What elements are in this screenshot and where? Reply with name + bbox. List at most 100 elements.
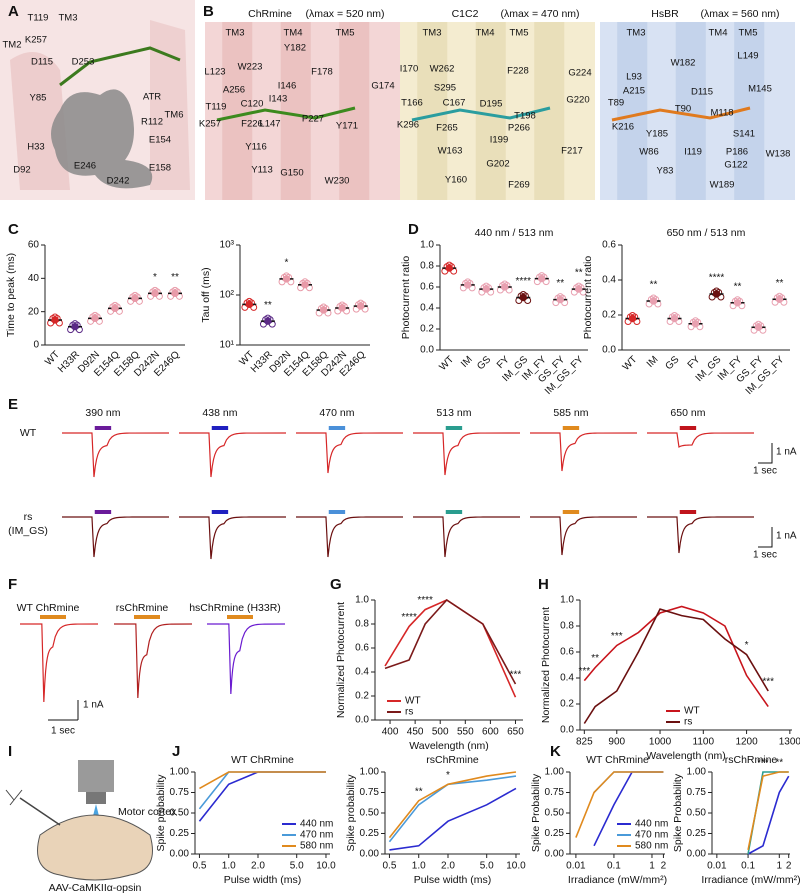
mean-marker [464,281,472,289]
protein-name: HsBR [651,8,679,20]
y-tick-label: 0.25 [360,828,380,839]
mean-marker [556,295,564,304]
residue-label: F226 [241,119,263,130]
x-tick-label: 0.1 [741,861,755,872]
x-tick-label: 1200 [735,737,758,748]
chromophore [216,106,356,122]
lambda-max: (λmax = 520 nm) [305,8,384,20]
legend-label: 440 nm [300,819,333,830]
x-tick-label: 1.0 [412,861,426,872]
legend-label: WT [684,706,700,717]
panel-label: F [8,576,17,593]
residue-label: W262 [430,64,455,75]
residue-label: I119 [684,147,702,158]
y-tick-label: 0.4 [420,303,434,314]
y-tick-label: 10³ [220,240,235,251]
x-tick-label: 550 [457,727,474,738]
chart-title: 440 nm / 513 nm [475,227,554,239]
scale-bar [758,527,773,548]
x-axis-label: Pulse width (ms) [414,874,492,886]
y-tick-label: 0.50 [170,808,190,819]
mean-marker [51,316,59,324]
y-tick-label: 0.00 [170,849,190,860]
trace-label: WT ChRmine [17,602,80,614]
series-line [389,787,517,851]
significance: ** [650,280,658,291]
significance: ** [734,281,742,292]
mean-marker [501,283,509,291]
significance: ** [264,300,272,311]
chromophore [411,106,551,122]
x-tick-label: 2.0 [251,861,265,872]
residue-label: I143 [269,94,288,105]
chart-title: 650 nm / 513 nm [667,227,746,239]
residue-label: TM5 [336,28,355,39]
legend-label: rs [684,717,692,728]
current-trace [296,516,404,558]
residue-label: C120 [241,99,264,110]
y-tick-label: 0.4 [602,275,616,286]
y-tick-label: 1.0 [560,595,574,606]
residue-label: D195 [480,99,503,110]
residue-label: G174 [371,81,394,92]
mean-marker [712,290,721,298]
scale-label: 1 nA [776,447,797,458]
mean-marker [245,300,253,309]
residue-label: Y116 [245,142,266,153]
significance: *** [757,758,769,769]
legend-label: rs [405,707,413,718]
residue-label: S295 [434,83,456,94]
scale-label: 1 nA [83,700,104,711]
row-label: rs [24,511,33,523]
scale-bar [48,700,79,721]
residue-label: H33 [27,142,44,153]
stimulus-bar [134,615,160,619]
mean-marker [691,320,700,328]
current-trace [647,516,755,554]
mean-marker [482,285,490,293]
stimulus-bar [445,510,463,514]
residue-label: P227 [302,114,324,125]
panel-label: K [550,743,561,760]
stimulus-bar [562,426,580,430]
current-trace [114,623,193,699]
residue-label: TM3 [627,28,646,39]
trace-label: rsChRmine [116,602,169,614]
current-trace [530,432,638,472]
y-axis-label: Normalized Photocurrent [335,602,347,718]
scale-label: 1 sec [51,726,75,737]
y-tick-label: 0.25 [545,828,565,839]
residue-label: ATR [143,92,161,103]
mean-marker [282,275,291,283]
residue-label: F228 [507,66,529,77]
significance: **** [401,612,417,623]
mean-marker [519,293,527,302]
y-tick-label: 1.0 [420,240,434,251]
residue-label: TM3 [59,13,78,24]
helix [280,22,311,200]
significance: **** [515,276,531,287]
mean-marker [357,302,365,310]
stimulus-bar [40,615,66,619]
y-axis-label: Spike Probability [672,773,684,852]
series-line [199,771,326,790]
residue-label: F269 [508,180,530,191]
x-axis-label: Pulse width (ms) [224,874,302,886]
electrode [19,797,61,826]
current-trace [413,432,521,476]
residue-label: TM5 [510,28,529,39]
stimulus-bar [679,510,697,514]
x-tick-label: 0.1 [607,861,621,872]
x-tick-label: 1000 [649,737,672,748]
residue-label: TM4 [709,28,728,39]
residue-label: W189 [710,180,735,191]
residue-label: I170 [400,64,419,75]
significance: *** [762,677,774,688]
y-tick-label: 0.50 [687,808,707,819]
residue-label: TM4 [284,28,303,39]
y-tick-label: 0.2 [420,324,434,335]
significance: ** [575,268,583,279]
significance: ** [415,786,423,797]
residue-label: C167 [443,98,466,109]
mean-marker [775,295,784,303]
